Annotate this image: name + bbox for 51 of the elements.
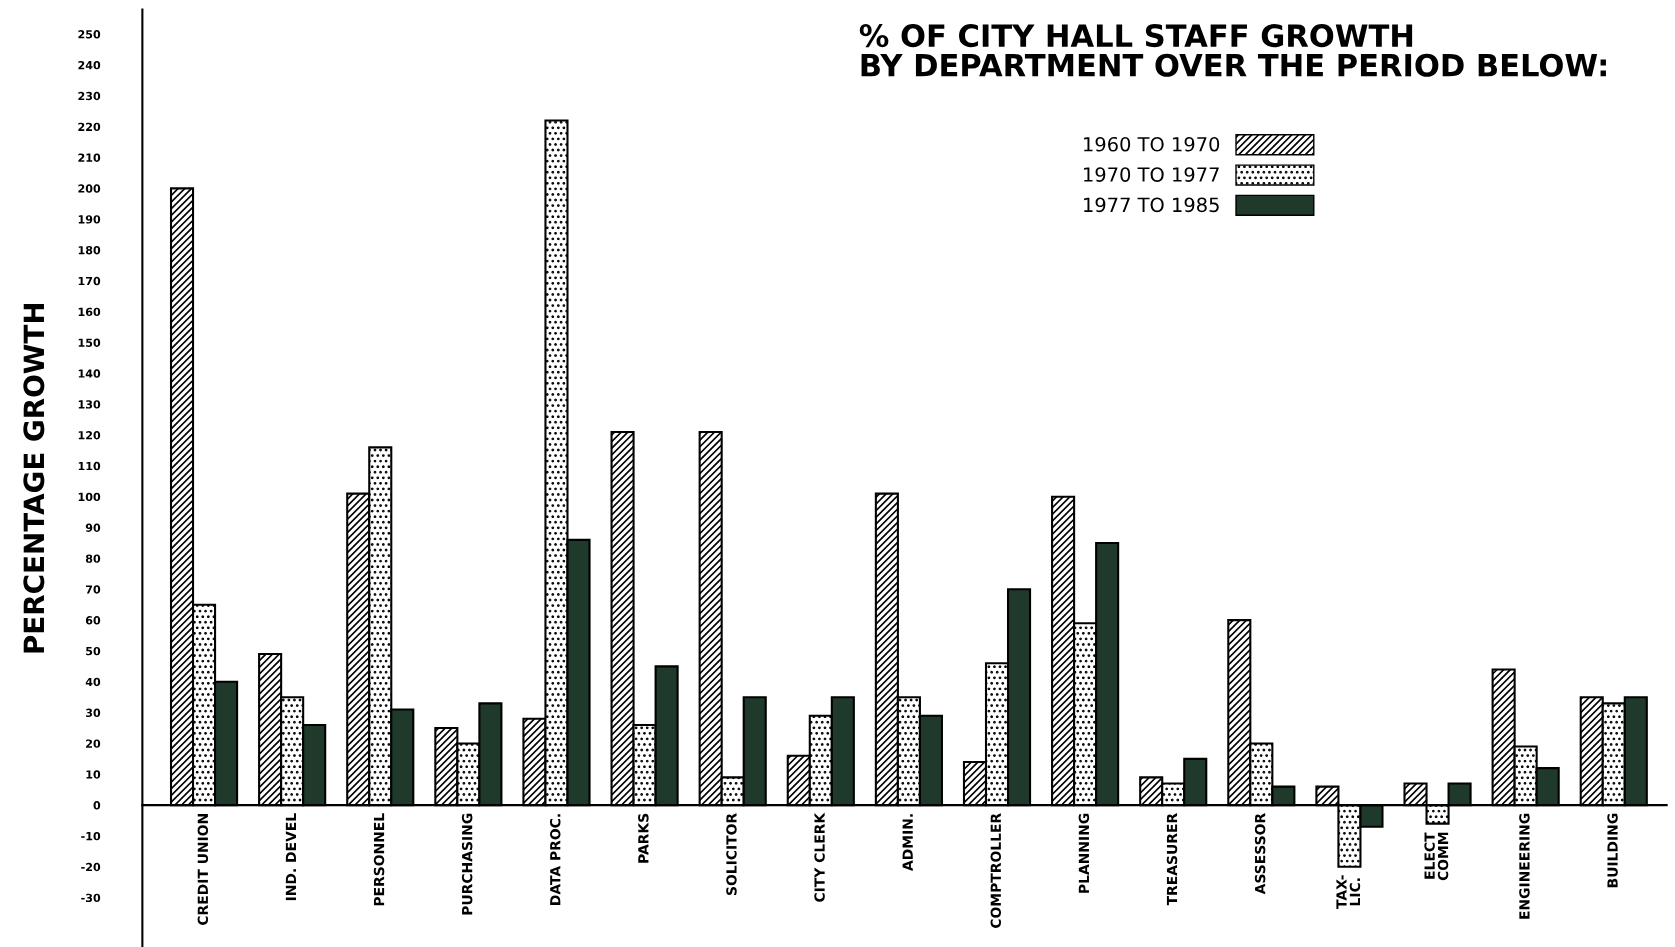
y-tick-label: 10 [86,770,101,779]
y-tick-label: 140 [78,369,101,378]
y-tick-label: 70 [85,585,101,594]
y-tick-label: 150 [78,338,101,347]
y-tick-label: 210 [78,153,101,162]
y-tick-label: -10 [81,831,101,841]
y-tick-label: 220 [78,122,101,132]
x-tick-label: BUILDING [1607,813,1618,888]
y-tick-label: -20 [81,862,101,872]
x-tick-label: PERSONNEL [373,813,385,906]
x-tick-label: COMPTROLLER [990,813,1002,929]
x-tick-label: TREASURER [1166,813,1178,906]
y-tick-label: 110 [78,461,101,471]
legend-label: 1970 TO 1977 [1084,167,1219,182]
x-tick-label: IND. DEVEL [285,813,296,901]
y-tick-label: 0 [93,801,101,810]
x-tick-label: PLANNING [1078,813,1090,893]
y-tick-label: 120 [78,431,101,440]
y-tick-label: 30 [85,708,101,717]
x-tick-label: ADMIN. [902,814,913,871]
y-tick-label: 90 [85,523,101,532]
y-tick-label: 60 [85,616,101,625]
x-tick-label: PARKS [638,813,649,863]
y-tick-label: 190 [78,215,101,224]
legend-label: 1977 TO 1985 [1084,197,1219,213]
y-tick-label: 240 [78,60,101,70]
x-tick-label: ELECT COMM [1424,832,1449,881]
x-tick-label: PURCHASING [461,813,473,915]
x-tick-label: CITY CLERK [814,812,825,902]
text: % OF CITY HALL STAFF GROWTH BY DEPARTMENT OVER THE PERIOD BELOW: [859,24,1606,77]
y-tick-label: 80 [85,554,101,563]
y-tick-label: 200 [78,184,101,193]
y-tick-label: 250 [78,30,101,39]
y-tick-label: -30 [81,893,101,903]
y-tick-label: 160 [78,307,101,317]
x-tick-label: ASSESSOR [1254,813,1266,895]
y-tick-label: 20 [86,739,101,748]
y-tick-label: 170 [78,276,101,286]
y-tick-label: 230 [78,91,101,101]
x-tick-label: SOLICITOR [726,813,737,896]
y-axis-title: PERCENTAGE GROWTH [23,303,45,653]
x-tick-label: ENGINEERING [1519,813,1530,919]
legend-label: 1960 TO 1970 [1084,136,1220,152]
x-tick-label: DATA PROC. [550,814,561,905]
x-tick-label: TAX- LIC. [1336,875,1361,909]
y-tick-label: 50 [86,646,101,656]
y-tick-label: 130 [78,400,101,409]
y-tick-label: 40 [85,677,101,687]
x-tick-label: CREDIT UNION [197,814,209,926]
y-tick-label: 180 [78,246,101,255]
y-tick-label: 100 [78,492,101,502]
